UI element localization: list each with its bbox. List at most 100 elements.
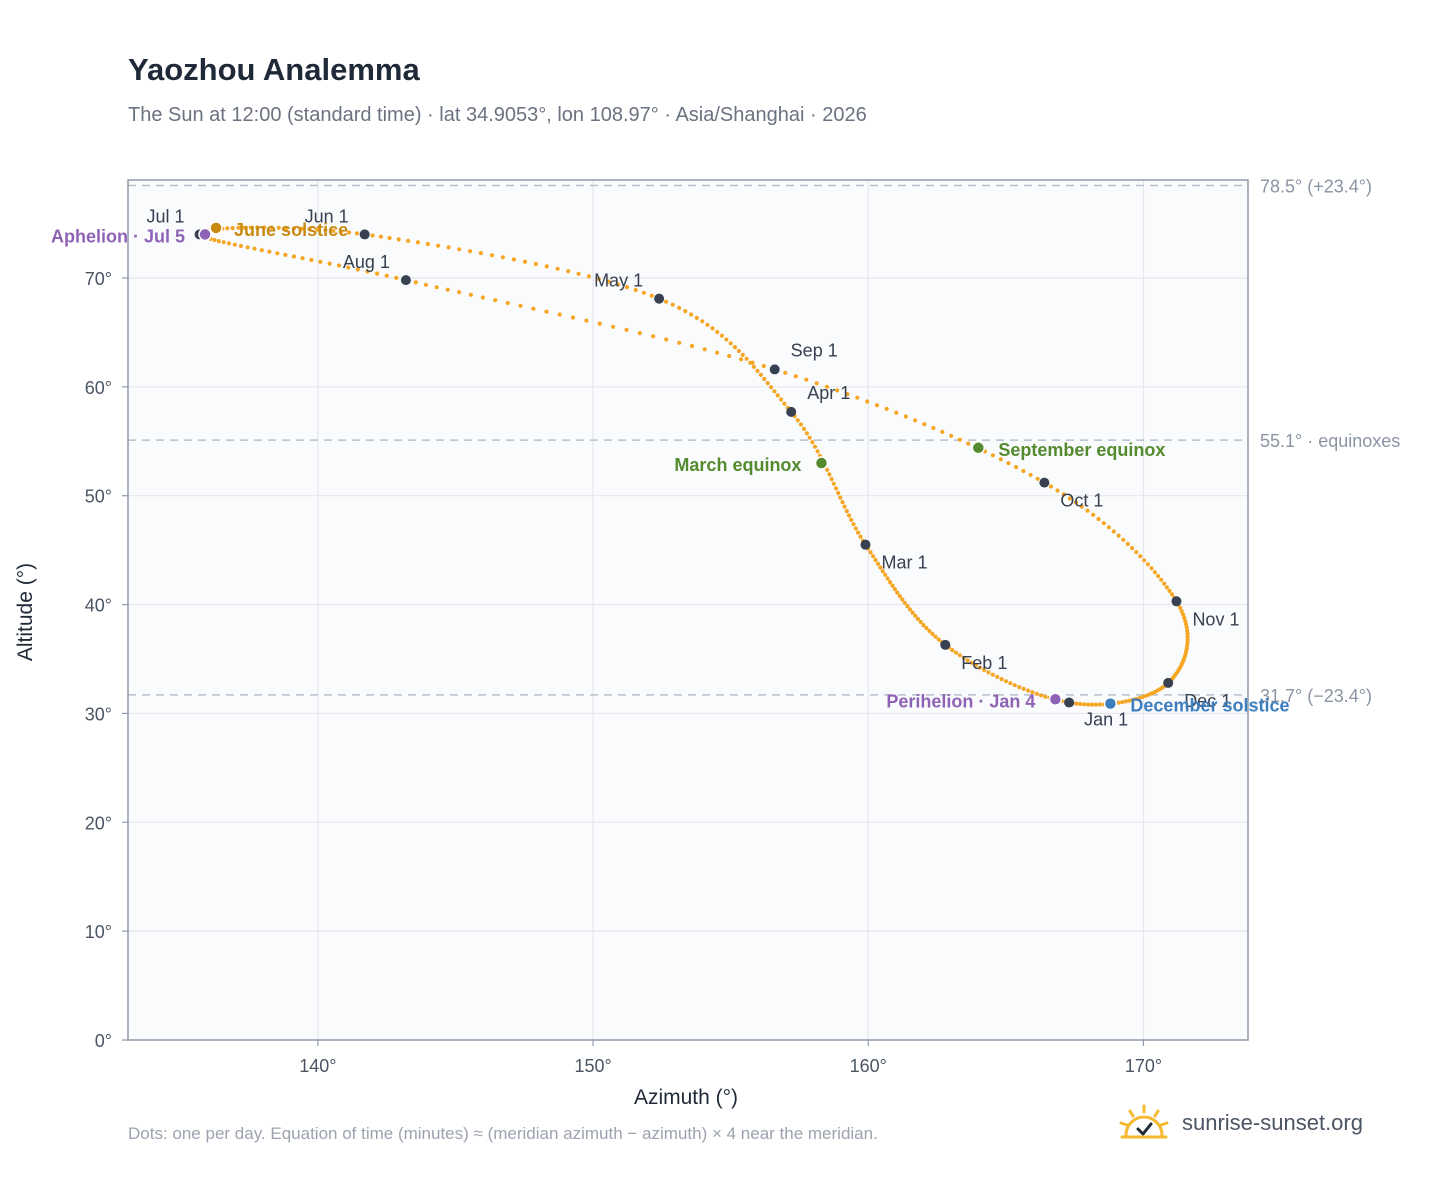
day-dot [336, 263, 341, 268]
day-dot [779, 397, 784, 402]
day-dot [318, 259, 323, 264]
day-dot [775, 393, 780, 398]
day-dot [855, 395, 860, 400]
day-dot [1185, 631, 1190, 636]
brand-name: sunrise-sunset.org [1182, 1110, 1363, 1135]
day-dot [833, 486, 839, 491]
day-dot [810, 440, 815, 445]
day-dot [924, 625, 929, 631]
day-dot [825, 467, 830, 472]
day-dot [801, 426, 807, 431]
day-dot [1079, 504, 1084, 509]
day-dot [557, 312, 562, 317]
month-label: Sep 1 [791, 340, 838, 360]
day-dot [849, 517, 854, 523]
day-dot [969, 660, 974, 665]
day-dot [1149, 566, 1154, 571]
day-dot [226, 241, 232, 246]
day-dot [683, 309, 688, 314]
day-dot [838, 495, 843, 500]
day-dot [1074, 701, 1079, 706]
day-dot [765, 381, 770, 386]
day-dot [1130, 546, 1135, 551]
event-marker [814, 456, 829, 470]
day-dot [836, 490, 841, 496]
day-dot [1030, 690, 1035, 695]
day-dot [1134, 550, 1139, 555]
day-dot [736, 348, 742, 354]
day-dot [576, 271, 581, 276]
day-dot [275, 251, 280, 256]
month-label: Jun 1 [305, 206, 349, 226]
day-dot [1067, 496, 1072, 501]
y-tick-label: 70° [85, 269, 112, 289]
day-dot [1026, 688, 1031, 693]
day-dot [586, 274, 592, 279]
day-dot [762, 376, 767, 382]
day-dot [868, 550, 873, 555]
y-tick-label: 20° [85, 813, 112, 833]
day-dot [238, 243, 244, 249]
y-tick-label: 50° [85, 487, 112, 507]
day-dot [394, 275, 399, 280]
day-dot [950, 648, 955, 653]
day-dot [890, 583, 895, 588]
sun-logo-icon [1119, 1104, 1169, 1139]
day-dot [724, 337, 729, 342]
day-dot [689, 343, 695, 349]
chart-subtitle: The Sun at 12:00 (standard time) · lat 3… [128, 104, 867, 126]
day-dot [732, 345, 738, 350]
day-dot [230, 226, 235, 231]
brand-logo[interactable]: sunrise-sunset.org [1118, 1100, 1363, 1146]
day-dot [1185, 634, 1190, 639]
day-dot [902, 600, 907, 605]
day-dot [812, 444, 818, 449]
event-label: Aphelion · Jul 5 [51, 226, 185, 246]
day-dot [1140, 694, 1145, 700]
day-dot [865, 399, 870, 404]
month-marker [860, 539, 871, 550]
event-markers: June solstice Aphelion · Jul 5 March equin… [51, 220, 1289, 716]
day-dot [262, 225, 267, 230]
day-dot [846, 513, 852, 518]
y-axis-title: Altitude (°) [14, 563, 37, 661]
axes: 140° 150° 160° 170° 0° 10° 20° 30° 40° 50° 60° 70° A… [14, 269, 1162, 1109]
day-dot [827, 472, 832, 477]
day-dot [309, 257, 314, 263]
day-dot [505, 300, 510, 306]
day-dot [1145, 562, 1150, 567]
day-dot [300, 256, 305, 261]
month-label: Feb 1 [961, 653, 1007, 673]
day-dot [1134, 696, 1139, 702]
event-label: September equinox [998, 440, 1165, 460]
day-dot [445, 287, 450, 292]
day-dot [1021, 686, 1026, 692]
month-marker [1171, 596, 1182, 607]
day-dot [370, 233, 375, 238]
day-dot [375, 271, 380, 276]
day-dot [1097, 702, 1102, 707]
day-dot [798, 422, 804, 427]
day-dot [982, 668, 987, 673]
day-dot [930, 631, 935, 637]
day-dot [1167, 588, 1172, 594]
day-dot [807, 435, 812, 440]
day-dot [446, 245, 451, 250]
plot-background [128, 180, 1248, 1040]
day-dot [1017, 685, 1022, 690]
day-dot [500, 255, 505, 260]
day-dot [973, 663, 978, 668]
day-dot [1152, 570, 1157, 575]
day-dot [1048, 484, 1054, 489]
day-dot [755, 368, 760, 373]
x-tick-label: 160° [850, 1056, 887, 1076]
day-dot [804, 377, 809, 382]
day-dot [1028, 472, 1033, 477]
day-dot [307, 227, 312, 232]
day-dot [1101, 521, 1106, 526]
event-marker [1048, 692, 1063, 707]
day-dot [1073, 500, 1079, 505]
day-dot [744, 356, 749, 361]
grid-lines [128, 180, 1248, 1041]
